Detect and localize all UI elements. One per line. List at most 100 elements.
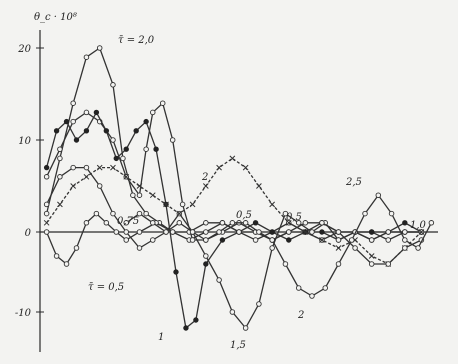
data-point: [83, 54, 90, 60]
data-point: [189, 201, 196, 208]
data-point: [368, 253, 375, 259]
data-point: [110, 137, 116, 143]
data-point: [229, 309, 236, 315]
data-point: [143, 146, 149, 152]
curve-label: 1: [158, 332, 164, 343]
curve-label: τ̄ = 0,5: [88, 282, 124, 293]
data-point: [150, 237, 156, 243]
data-point: [169, 137, 176, 143]
data-point: [83, 128, 90, 134]
data-point: [43, 219, 50, 226]
data-point: [203, 229, 209, 235]
data-point: [83, 173, 90, 180]
series-line: [46, 157, 422, 265]
data-point: [163, 201, 169, 208]
curve-labels: τ̄ = 2,0 τ̄ = 0,5 1 1,5 2 2,5 2 0,5 0,5 0,75 1,0: [88, 35, 427, 351]
data-point: [53, 253, 60, 259]
data-point: [219, 237, 226, 243]
data-point: [335, 245, 342, 251]
data-point: [322, 285, 328, 291]
data-point: [282, 261, 289, 267]
data-point: [57, 201, 63, 208]
data-point: [242, 325, 249, 331]
data-point: [335, 229, 342, 235]
data-point: [349, 237, 355, 243]
data-point: [375, 192, 382, 198]
data-point: [203, 237, 209, 243]
data-point: [193, 317, 199, 323]
data-point: [70, 118, 76, 125]
data-point: [103, 220, 110, 226]
data-point: [286, 237, 292, 243]
series-line: [46, 166, 422, 330]
data-point: [335, 261, 342, 267]
curve-label: 2: [201, 172, 208, 183]
data-point: [216, 229, 222, 235]
data-point: [53, 128, 60, 134]
data-point: [169, 229, 176, 235]
data-point: [96, 45, 103, 51]
data-point: [136, 245, 143, 251]
data-point: [219, 220, 226, 226]
data-point: [202, 183, 209, 189]
data-point: [136, 192, 143, 198]
data-point: [229, 220, 236, 226]
data-point: [282, 210, 289, 217]
data-point: [83, 164, 90, 171]
y-axis-label: θ_c · 10⁸: [34, 12, 77, 23]
data-point: [96, 183, 103, 189]
data-point: [173, 269, 179, 275]
y-tick-label: -10: [15, 308, 32, 319]
data-point: [123, 173, 130, 180]
data-point: [123, 237, 129, 243]
curve-label: 1,0: [410, 220, 427, 231]
y-tick-label: 0: [25, 228, 32, 239]
data-point: [302, 220, 309, 226]
data-point: [269, 229, 275, 235]
y-tick-label: 20: [17, 44, 31, 55]
data-point: [302, 229, 309, 235]
data-point: [216, 164, 222, 171]
data-point: [256, 301, 262, 307]
y-tick-label: 10: [18, 136, 31, 147]
data-point: [368, 237, 375, 243]
data-point: [385, 237, 392, 243]
data-point: [57, 155, 63, 162]
data-point: [133, 128, 139, 134]
data-point: [269, 245, 275, 251]
data-point: [136, 183, 143, 189]
data-point: [143, 210, 149, 217]
series-4: [43, 164, 425, 331]
data-point: [368, 229, 375, 235]
curve-label: 0,5: [236, 210, 252, 221]
data-point: [123, 146, 129, 152]
data-point: [113, 229, 120, 235]
data-point: [252, 220, 259, 226]
data-point: [176, 220, 183, 226]
data-point: [93, 109, 100, 116]
data-point: [93, 210, 100, 217]
data-point: [123, 220, 129, 226]
data-point: [103, 128, 110, 134]
data-point: [252, 237, 259, 243]
data-point: [385, 261, 392, 267]
data-point: [229, 155, 236, 162]
data-point: [335, 237, 342, 243]
data-point: [269, 201, 276, 208]
data-point: [203, 253, 209, 259]
data-point: [70, 100, 76, 106]
curve-label: 0,75: [117, 216, 139, 227]
data-point: [388, 210, 395, 217]
data-point: [136, 210, 143, 217]
data-point: [402, 229, 408, 235]
data-point: [120, 155, 126, 162]
curve-label: 2,5: [345, 177, 362, 188]
data-point: [73, 245, 80, 251]
data-point: [286, 229, 292, 235]
data-point: [130, 192, 136, 198]
data-point: [368, 261, 375, 267]
data-point: [418, 229, 425, 235]
data-point: [70, 183, 77, 189]
data-point: [402, 245, 408, 251]
data-point: [113, 155, 119, 162]
